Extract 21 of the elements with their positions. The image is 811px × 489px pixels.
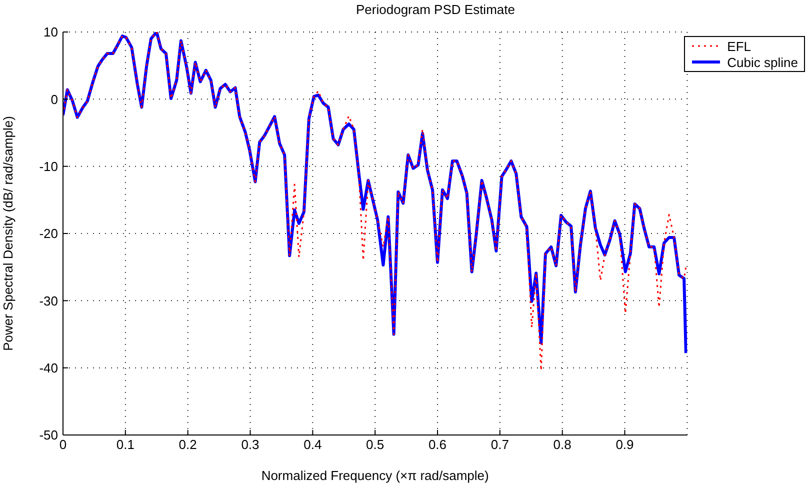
x-tick-label: 0.2 [178,437,197,452]
x-tick-label: 0.5 [366,437,384,452]
y-tick-label: -20 [39,226,58,242]
y-tick-label: -30 [39,293,58,308]
y-tick-label: -10 [39,158,58,174]
x-axis-title: Normalized Frequency (×π rad/sample) [261,468,489,484]
y-axis-title: Power Spectral Density (dB/ rad/sample) [0,116,16,351]
x-tick-label: 0.3 [241,437,260,452]
x-tick-label: 0.1 [116,437,134,452]
legend-label: EFL [727,38,752,54]
x-tick-label: 0.7 [490,437,509,452]
y-tick-label: -40 [39,360,58,376]
legend-label: Cubic spline [727,54,798,70]
x-tick-label: 0.9 [616,437,634,452]
y-tick-label: -50 [39,428,58,443]
y-tick-label: 0 [50,92,58,107]
x-tick-label: 0.4 [304,437,322,452]
x-tick-label: 0.8 [553,437,572,452]
chart-title: Periodogram PSD Estimate [355,2,516,17]
x-tick-label: 0.6 [428,437,447,452]
y-tick-label: 10 [44,24,58,40]
